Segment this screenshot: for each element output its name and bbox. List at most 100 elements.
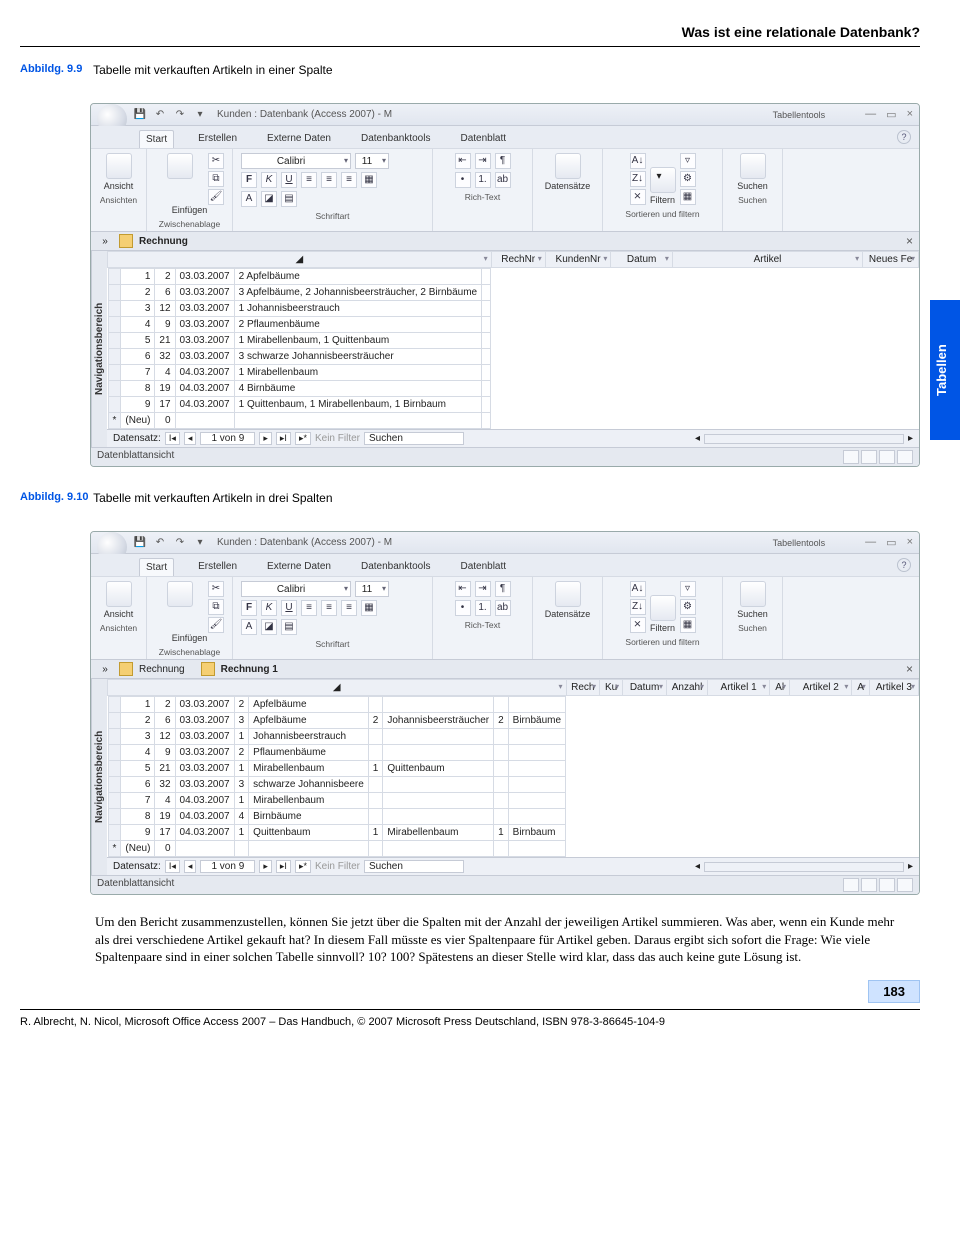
hscroll-left-icon[interactable]: ◂ xyxy=(695,433,700,444)
record-position[interactable]: 1 von 9 xyxy=(200,432,255,445)
cell[interactable]: 12 xyxy=(155,729,175,745)
last-record-button[interactable]: ▸I xyxy=(276,860,291,873)
cell[interactable] xyxy=(482,285,491,301)
row-selector[interactable] xyxy=(108,729,121,745)
table-row[interactable]: 7404.03.20071Mirabellenbaum xyxy=(108,793,566,809)
cell[interactable]: Quittenbaum xyxy=(383,761,494,777)
cell[interactable]: 03.03.2007 xyxy=(175,745,234,761)
prev-record-button[interactable]: ◂ xyxy=(184,432,197,445)
cell[interactable] xyxy=(368,793,383,809)
table-name[interactable]: Rechnung xyxy=(139,236,188,247)
advanced-filter-icon[interactable]: ⚙ xyxy=(680,599,696,615)
prev-record-button[interactable]: ◂ xyxy=(184,860,197,873)
cell[interactable]: 1 xyxy=(494,825,509,841)
cell[interactable] xyxy=(508,777,565,793)
records-icon[interactable] xyxy=(555,581,581,607)
cell[interactable]: 03.03.2007 xyxy=(175,761,234,777)
cell[interactable]: Apfelbäume xyxy=(249,713,369,729)
cell[interactable] xyxy=(368,841,383,857)
col-header[interactable]: Datum xyxy=(623,680,667,696)
cell[interactable] xyxy=(383,809,494,825)
cell[interactable] xyxy=(249,841,369,857)
cell[interactable]: 1 xyxy=(234,761,249,777)
align-right-icon[interactable]: ≡ xyxy=(341,600,357,616)
cell[interactable]: 3 xyxy=(121,729,155,745)
cell[interactable]: 17 xyxy=(155,825,175,841)
cell[interactable] xyxy=(175,841,234,857)
hscroll-right-icon[interactable]: ▸ xyxy=(908,433,913,444)
gridlines-icon[interactable]: ▦ xyxy=(361,172,377,188)
maximize-button[interactable]: ▭ xyxy=(886,108,896,121)
table-row[interactable]: 2603.03.20073Apfelbäume2Johannisbeersträ… xyxy=(108,713,566,729)
cell[interactable] xyxy=(175,413,234,429)
cell[interactable]: 03.03.2007 xyxy=(175,301,234,317)
navpane-expand-icon[interactable]: » xyxy=(97,236,113,247)
tab-close-button[interactable]: × xyxy=(906,662,913,676)
tab-datenbanktools[interactable]: Datenbanktools xyxy=(355,130,437,148)
selection-filter-icon[interactable]: ▿ xyxy=(680,581,696,597)
font-name-combo[interactable]: Calibri xyxy=(241,581,351,597)
cell[interactable]: schwarze Johannisbeere xyxy=(249,777,369,793)
cell[interactable]: 6 xyxy=(121,777,155,793)
cell[interactable]: Mirabellenbaum xyxy=(249,761,369,777)
table-row[interactable]: *(Neu)0 xyxy=(108,413,491,429)
italic-button[interactable]: K xyxy=(261,172,277,188)
format-painter-icon[interactable]: 🖌 xyxy=(208,617,224,633)
view-icon[interactable] xyxy=(106,153,132,179)
cell[interactable]: 9 xyxy=(121,825,155,841)
cell[interactable]: Birnbäume xyxy=(508,713,565,729)
ltr-icon[interactable]: ¶ xyxy=(495,153,511,169)
cell[interactable] xyxy=(383,745,494,761)
cell[interactable] xyxy=(494,793,509,809)
tab-start[interactable]: Start xyxy=(139,130,174,148)
cell[interactable] xyxy=(494,841,509,857)
row-selector[interactable] xyxy=(108,349,121,365)
cell[interactable]: 2 xyxy=(155,269,175,285)
cell[interactable]: Apfelbäume xyxy=(249,697,369,713)
record-position[interactable]: 1 von 9 xyxy=(200,860,255,873)
sort-desc-icon[interactable]: Z↓ xyxy=(630,599,646,615)
cell[interactable]: 3 xyxy=(234,713,249,729)
align-right-icon[interactable]: ≡ xyxy=(341,172,357,188)
table-name[interactable]: Rechnung xyxy=(139,664,185,675)
col-header[interactable]: A xyxy=(852,680,869,696)
cell[interactable]: 04.03.2007 xyxy=(175,793,234,809)
ltr-icon[interactable]: ¶ xyxy=(495,581,511,597)
row-selector[interactable] xyxy=(108,301,121,317)
search-box[interactable]: Suchen xyxy=(364,860,464,873)
help-button[interactable]: ? xyxy=(897,558,911,572)
bullets-icon[interactable]: • xyxy=(455,600,471,616)
undo-icon[interactable]: ↶ xyxy=(153,108,167,122)
cell[interactable]: 4 xyxy=(121,745,155,761)
toggle-filter-icon[interactable]: ▦ xyxy=(680,189,696,205)
cell[interactable]: Mirabellenbaum xyxy=(249,793,369,809)
col-header[interactable]: Neues Fe xyxy=(863,252,919,268)
view-pivot-icon[interactable] xyxy=(861,878,877,892)
cell[interactable] xyxy=(508,761,565,777)
cell[interactable] xyxy=(482,269,491,285)
cell[interactable]: 1 xyxy=(234,825,249,841)
col-header[interactable]: KundenNr xyxy=(545,252,611,268)
format-painter-icon[interactable]: 🖌 xyxy=(208,189,224,205)
col-header[interactable]: Al xyxy=(770,680,790,696)
col-header[interactable]: Anzahl xyxy=(667,680,708,696)
first-record-button[interactable]: I◂ xyxy=(165,860,180,873)
copy-icon[interactable]: ⧉ xyxy=(208,599,224,615)
align-center-icon[interactable]: ≡ xyxy=(321,600,337,616)
cell[interactable]: 2 Apfelbäume xyxy=(234,269,482,285)
tab-erstellen[interactable]: Erstellen xyxy=(192,558,243,576)
cell[interactable]: 8 xyxy=(121,809,155,825)
paste-icon[interactable] xyxy=(167,153,193,179)
align-center-icon[interactable]: ≡ xyxy=(321,172,337,188)
cell[interactable]: 1 xyxy=(121,269,155,285)
tab-start[interactable]: Start xyxy=(139,558,174,576)
cell[interactable]: 03.03.2007 xyxy=(175,777,234,793)
cell[interactable]: 9 xyxy=(155,745,175,761)
cell[interactable]: 1 xyxy=(368,825,383,841)
cell[interactable]: 03.03.2007 xyxy=(175,697,234,713)
gridlines-icon[interactable]: ▦ xyxy=(361,600,377,616)
cell[interactable]: Pflaumenbäume xyxy=(249,745,369,761)
maximize-button[interactable]: ▭ xyxy=(886,536,896,549)
cell[interactable]: 6 xyxy=(155,285,175,301)
row-selector[interactable] xyxy=(108,777,121,793)
